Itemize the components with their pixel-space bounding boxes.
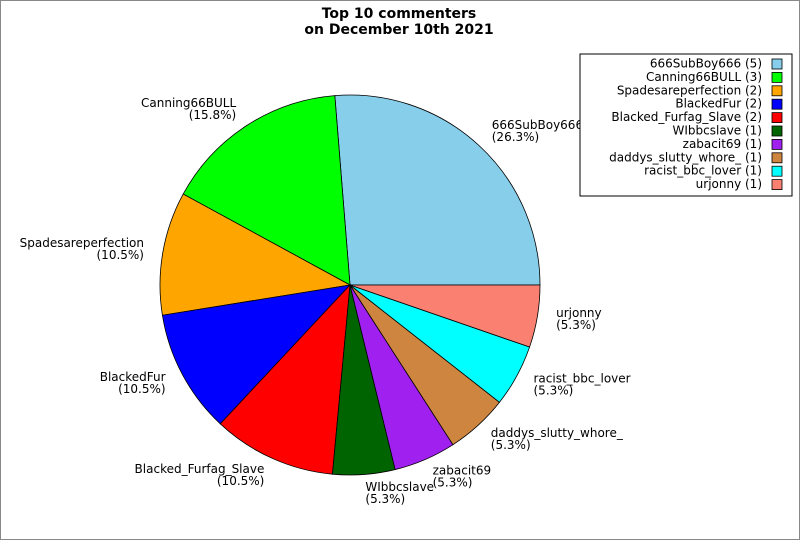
legend-label: Spadesareperfection (2)	[617, 83, 762, 97]
legend-swatch	[771, 152, 783, 164]
legend-swatch	[771, 138, 783, 150]
slice-value-label: (5.3%)	[365, 492, 405, 506]
pie-slice	[182, 95, 351, 286]
slice-value-label: (5.3%)	[556, 318, 596, 332]
slice-value-label: (10.5%)	[217, 474, 264, 488]
slice-label: urjonny	[556, 306, 602, 320]
pie-slice	[159, 193, 352, 316]
slice-label: 666SubBoy666	[492, 118, 583, 132]
legend-label: BlackedFur (2)	[675, 97, 762, 111]
slice-value-label: (5.3%)	[491, 438, 531, 452]
legend-label: racist_bbc_lover (1)	[644, 164, 762, 178]
chart-title: Top 10 commenters	[322, 6, 477, 22]
legend-swatch	[771, 179, 783, 191]
pie-slice	[161, 284, 352, 425]
slice-value-label: (15.8%)	[189, 108, 236, 122]
legend-swatch	[771, 58, 783, 70]
pie-slice	[334, 94, 541, 286]
legend-label: 666SubBoy666 (5)	[650, 57, 762, 71]
slice-value-label: (5.3%)	[534, 384, 574, 398]
slice-label: BlackedFur	[100, 370, 166, 384]
slice-label: WIbbcslave	[365, 480, 434, 494]
slice-value-label: (10.5%)	[118, 382, 165, 396]
legend-label: urjonny (1)	[696, 177, 762, 191]
legend-swatch	[771, 98, 783, 110]
slice-label: daddys_slutty_whore_	[491, 426, 624, 440]
legend-swatch	[771, 72, 783, 83]
slice-value-label: (10.5%)	[97, 248, 144, 262]
legend-swatch	[771, 165, 783, 177]
legend-box	[579, 53, 793, 197]
legend-label: Canning66BULL (3)	[646, 70, 762, 84]
slice-value-label: (26.3%)	[492, 130, 539, 144]
slice-label: zabacit69	[433, 463, 492, 477]
legend-swatch	[771, 112, 783, 123]
pie-slice	[219, 283, 351, 475]
pie-slice	[349, 284, 541, 348]
slice-label: Blacked_Furfag_Slave	[135, 462, 265, 476]
legend-swatch	[771, 85, 783, 97]
slice-label: Canning66BULL	[141, 96, 236, 110]
legend-label: Blacked_Furfag_Slave (2)	[611, 110, 762, 124]
slice-value-label: (5.3%)	[433, 475, 473, 489]
chart-title: on December 10th 2021	[304, 22, 493, 38]
legend-swatch	[771, 125, 783, 137]
slice-label: racist_bbc_lover	[534, 372, 631, 386]
legend-label: WIbbcslave (1)	[673, 124, 762, 138]
legend-label: daddys_slutty_whore_ (1)	[609, 150, 762, 164]
legend-label: zabacit69 (1)	[683, 137, 762, 151]
slice-label: Spadesareperfection	[20, 236, 144, 250]
